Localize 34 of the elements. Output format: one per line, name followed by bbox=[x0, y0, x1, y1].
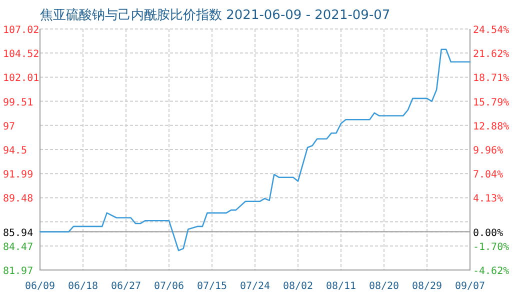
y-tick-label: 91.99 bbox=[3, 170, 34, 181]
y2-tick-label: 9.96% bbox=[473, 146, 504, 156]
x-tick-label: 08/11 bbox=[326, 281, 356, 292]
y2-tick-label: -1.70% bbox=[473, 242, 510, 253]
y-tick-label: 97 bbox=[3, 121, 16, 132]
x-tick-label: 06/18 bbox=[68, 281, 98, 292]
y-tick-label: 104.52 bbox=[3, 49, 40, 60]
y2-tick-label: 21.62% bbox=[473, 49, 510, 60]
y2-tick-label: 24.54% bbox=[473, 25, 510, 36]
y-tick-label: 84.47 bbox=[3, 242, 34, 253]
x-tick-label: 08/02 bbox=[282, 281, 314, 292]
y-tick-label: 89.48 bbox=[3, 194, 34, 205]
y-tick-label: 99.51 bbox=[3, 97, 34, 108]
y2-tick-label: 7.04% bbox=[473, 170, 504, 181]
y2-tick-label: 0.00% bbox=[473, 228, 504, 239]
y-tick-label: 102.01 bbox=[3, 73, 40, 84]
x-tick-label: 07/06 bbox=[154, 281, 184, 292]
y-tick-label: 85.94 bbox=[3, 228, 34, 239]
x-tick-label: 08/20 bbox=[368, 281, 400, 292]
x-tick-label: 07/24 bbox=[240, 281, 270, 292]
x-tick-label: 09/07 bbox=[454, 281, 486, 292]
y-tick-label: 94.5 bbox=[3, 145, 28, 156]
y2-tick-label: 12.88% bbox=[473, 121, 510, 132]
x-tick-label: 06/09 bbox=[24, 281, 56, 292]
y-tick-label: 107.02 bbox=[3, 25, 40, 36]
y2-tick-label: 18.71% bbox=[473, 73, 510, 84]
y2-tick-label: -4.62% bbox=[473, 266, 510, 277]
x-tick-label: 07/15 bbox=[196, 281, 228, 292]
y2-tick-label: 15.79% bbox=[473, 97, 510, 108]
y2-tick-label: 4.13% bbox=[473, 194, 504, 205]
chart-title: 焦亚硫酸钠与己内酰胺比价指数 2021-06-09 - 2021-09-07 bbox=[40, 8, 390, 23]
x-tick-label: 08/29 bbox=[412, 281, 442, 292]
x-tick-label: 06/27 bbox=[110, 281, 142, 292]
y-tick-label: 81.97 bbox=[3, 266, 34, 277]
